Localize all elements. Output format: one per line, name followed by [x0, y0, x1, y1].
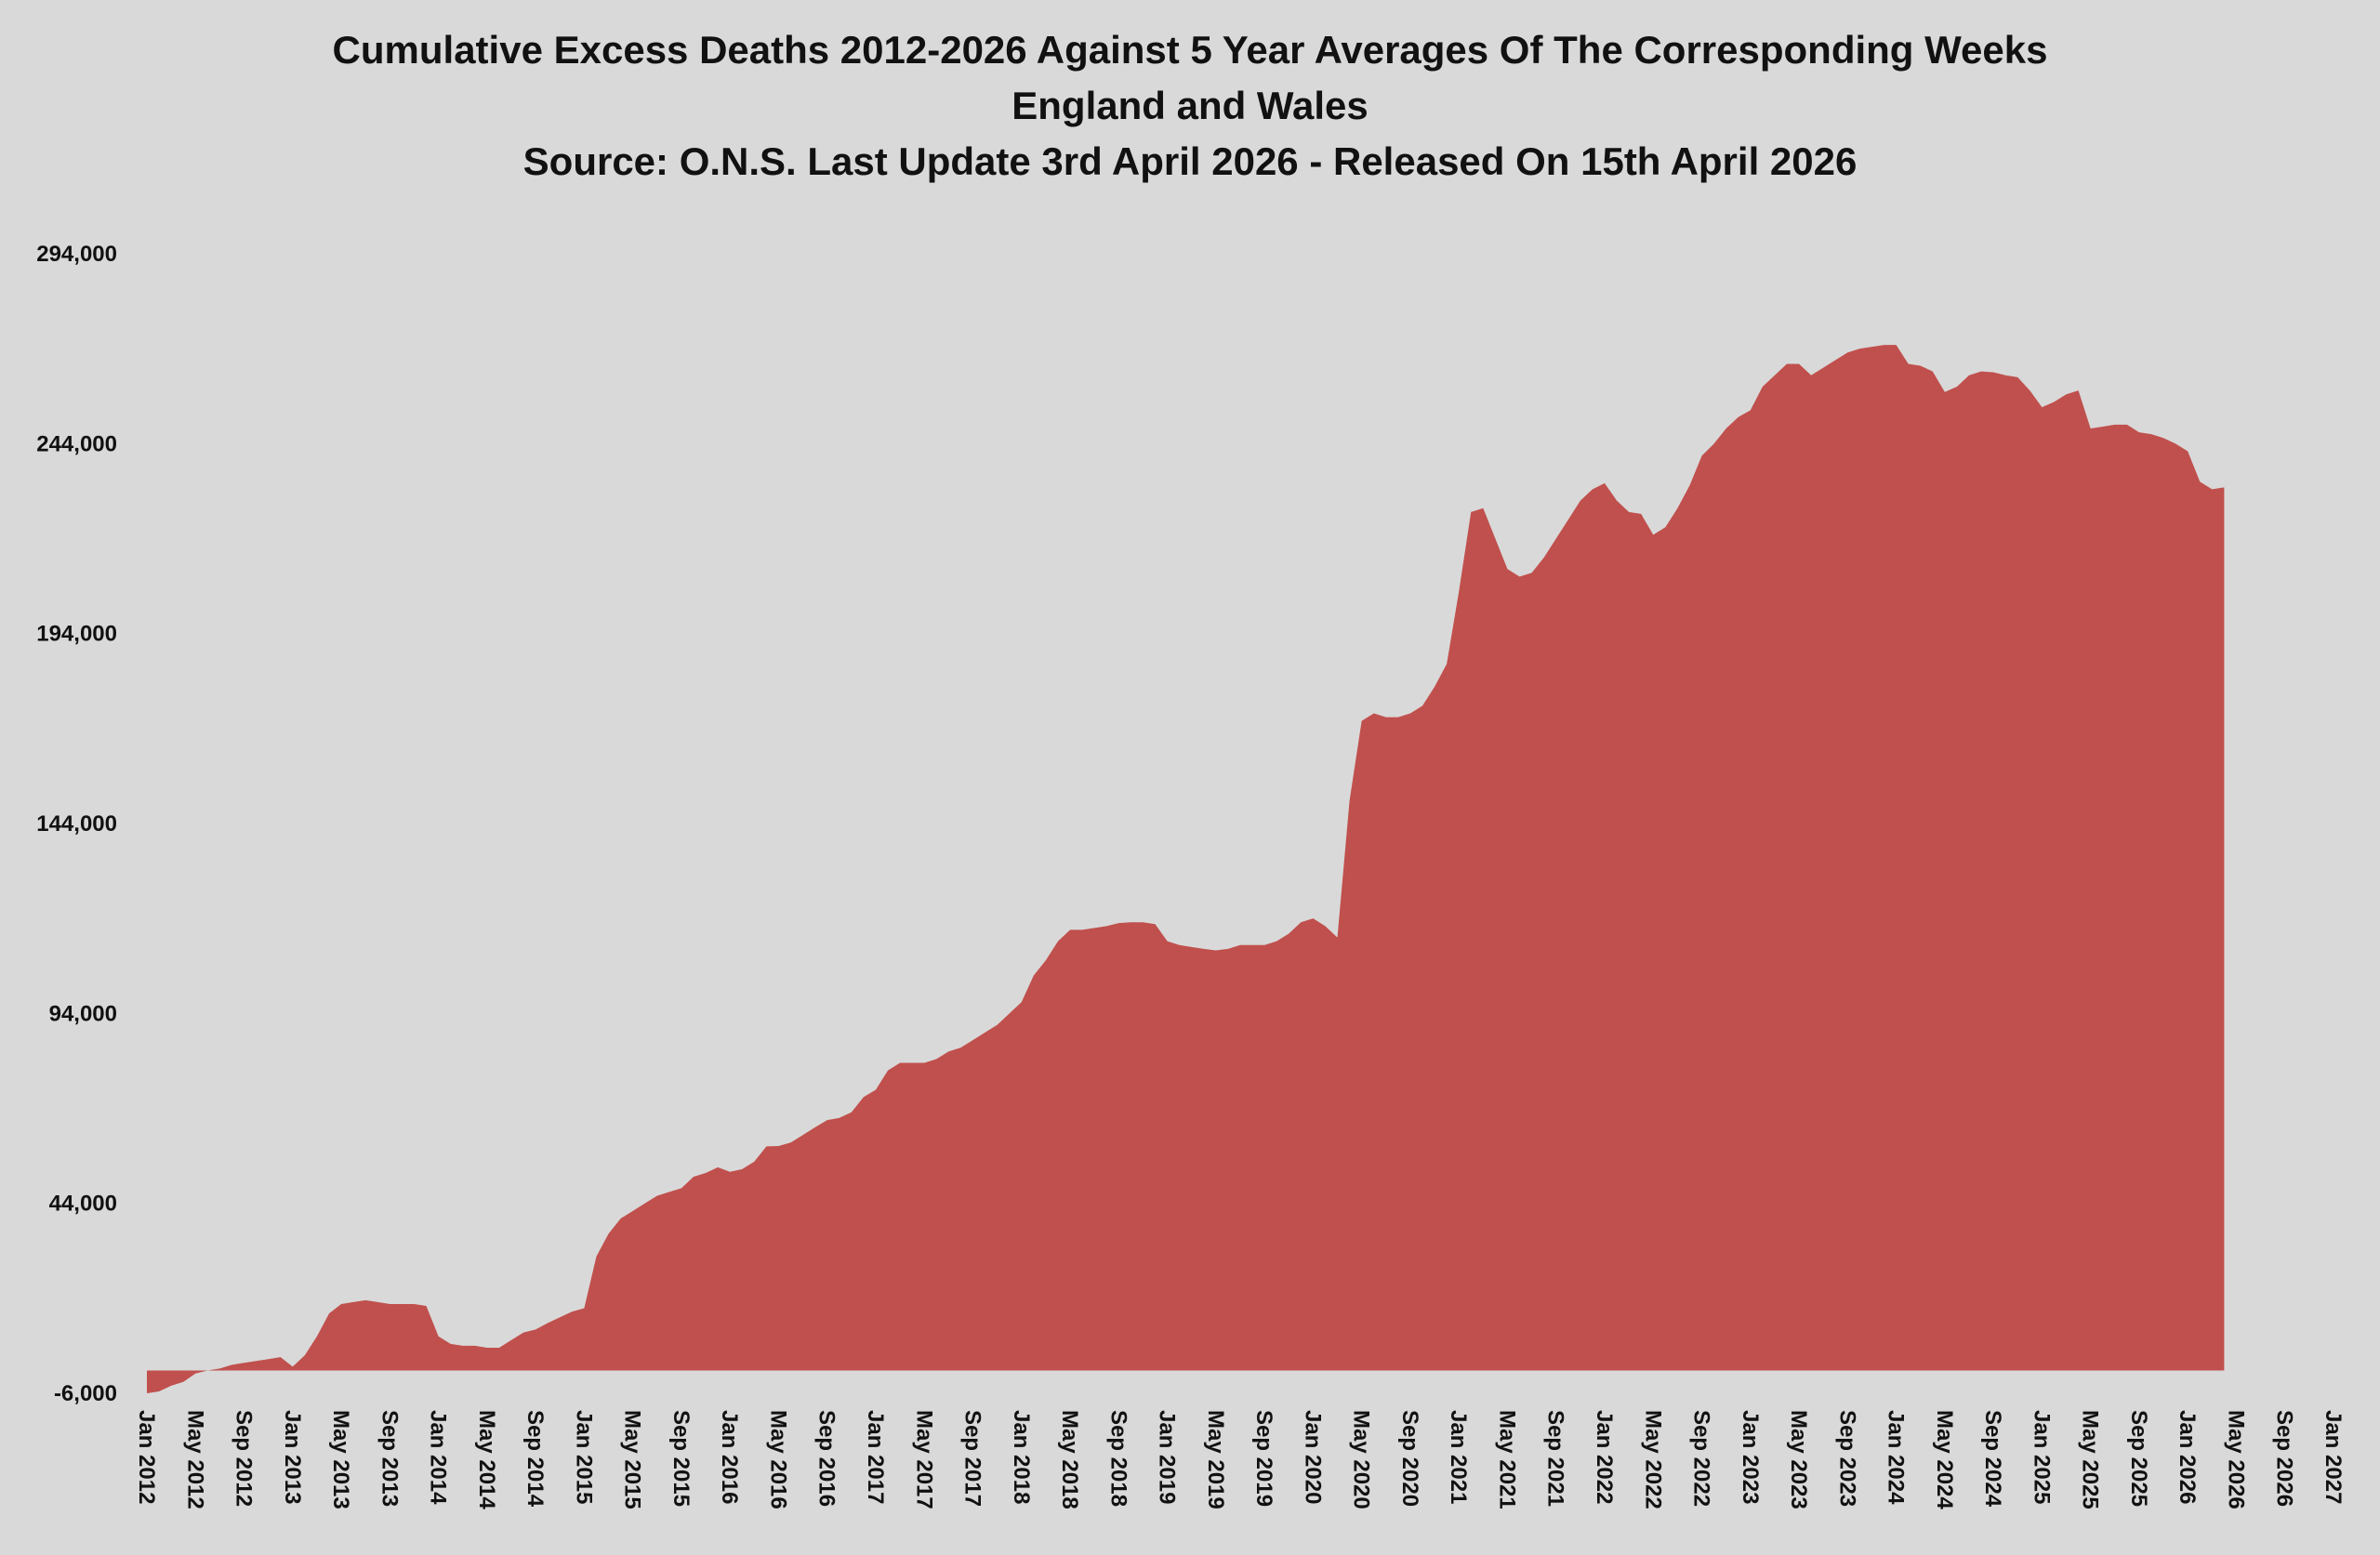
x-tick-label: Jan 2021 [1446, 1410, 1471, 1504]
x-tick-label: May 2025 [2078, 1410, 2103, 1509]
x-tick-label: Sep 2012 [231, 1410, 257, 1507]
x-tick-label: May 2017 [911, 1410, 936, 1509]
x-tick-label: Jan 2022 [1592, 1410, 1617, 1504]
x-tick-label: May 2018 [1057, 1410, 1082, 1509]
x-tick-label: May 2021 [1494, 1410, 1519, 1509]
x-tick-label: Sep 2026 [2272, 1410, 2297, 1507]
area [147, 345, 2225, 1394]
x-tick-label: Jan 2024 [1884, 1410, 1909, 1505]
x-tick-label: Jan 2016 [717, 1410, 742, 1504]
x-tick-label: May 2024 [1932, 1410, 1957, 1509]
x-tick-label: Jan 2015 [571, 1410, 596, 1504]
x-tick-label: May 2013 [328, 1410, 353, 1509]
x-tick-label: Sep 2025 [2126, 1410, 2151, 1507]
y-tick-label: 294,000 [36, 242, 117, 267]
x-tick-label: Jan 2025 [2029, 1410, 2054, 1504]
chart-title: Cumulative Excess Deaths 2012-2026 Again… [333, 28, 2048, 72]
x-tick-label: May 2014 [474, 1410, 499, 1509]
x-tick-label: Jan 2019 [1155, 1410, 1180, 1504]
x-tick-label: Jan 2012 [134, 1410, 159, 1504]
x-tick-label: Sep 2013 [377, 1410, 402, 1507]
x-tick-label: Sep 2017 [960, 1410, 985, 1507]
x-tick-label: Jan 2014 [426, 1410, 451, 1505]
chart-source: Source: O.N.S. Last Update 3rd April 202… [523, 139, 1858, 183]
x-tick-label: Sep 2022 [1689, 1410, 1714, 1507]
x-tick-label: May 2023 [1786, 1410, 1811, 1509]
x-tick-label: May 2016 [765, 1410, 790, 1509]
y-tick-label: 244,000 [36, 431, 117, 456]
x-tick-label: May 2012 [182, 1410, 207, 1509]
y-tick-label: 194,000 [36, 622, 117, 647]
x-tick-label: Sep 2018 [1105, 1410, 1130, 1507]
y-tick-label: 94,000 [49, 1001, 117, 1026]
x-tick-label: Sep 2014 [522, 1410, 548, 1508]
y-tick-label: 144,000 [36, 811, 117, 837]
x-tick-label: Sep 2015 [668, 1410, 694, 1507]
x-tick-label: May 2022 [1640, 1410, 1665, 1509]
x-tick-label: May 2019 [1203, 1410, 1228, 1509]
y-tick-label: -6,000 [54, 1381, 117, 1406]
x-tick-label: Jan 2018 [1009, 1410, 1034, 1504]
y-tick-label: 44,000 [49, 1192, 117, 1217]
x-tick-label: Sep 2021 [1543, 1410, 1568, 1507]
x-tick-label: Sep 2020 [1397, 1410, 1422, 1507]
x-tick-label: Jan 2023 [1738, 1410, 1763, 1504]
x-tick-label: Jan 2027 [2320, 1410, 2346, 1504]
x-tick-label: Sep 2024 [1980, 1410, 2005, 1508]
chart-subtitle: England and Wales [1012, 84, 1368, 127]
x-tick-label: May 2026 [2223, 1410, 2248, 1509]
x-tick-label: Sep 2016 [814, 1410, 840, 1507]
x-tick-label: Sep 2023 [1834, 1410, 1859, 1507]
x-tick-label: Jan 2020 [1300, 1410, 1325, 1504]
x-tick-label: May 2015 [620, 1410, 645, 1509]
x-tick-label: Jan 2017 [863, 1410, 888, 1504]
x-tick-label: Jan 2026 [2175, 1410, 2200, 1504]
x-tick-label: Jan 2013 [280, 1410, 305, 1504]
x-tick-label: May 2020 [1349, 1410, 1374, 1509]
x-tick-label: Sep 2019 [1251, 1410, 1276, 1507]
